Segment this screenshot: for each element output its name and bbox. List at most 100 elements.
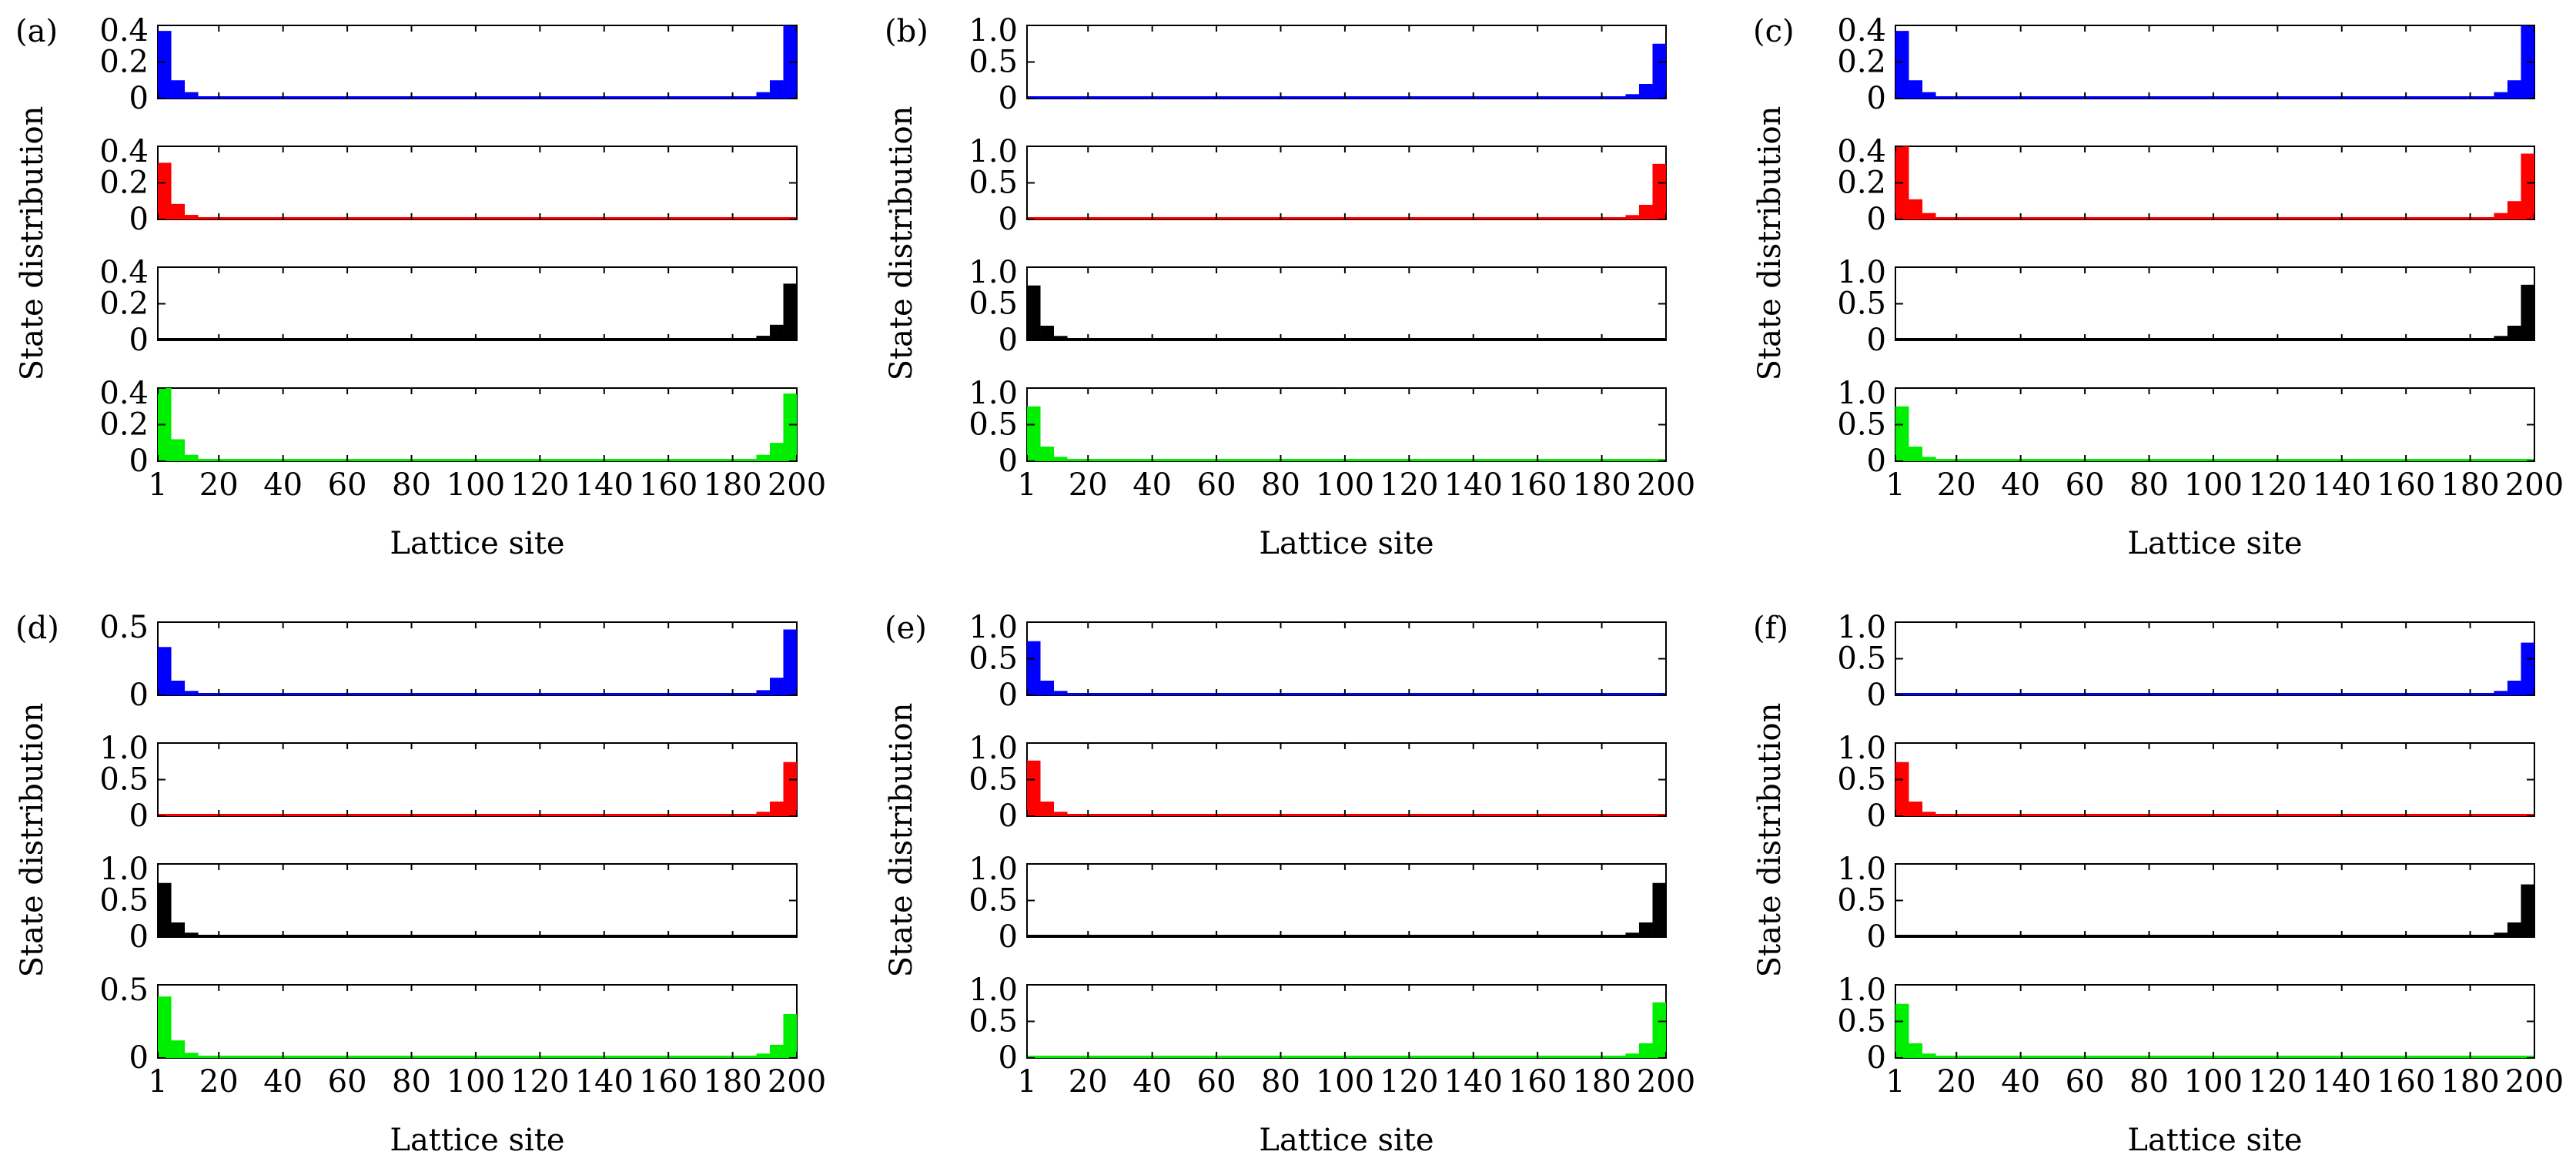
subplot-row4: 00.51.0 (1837, 972, 2535, 1076)
bar-left-row2-3 (185, 215, 199, 219)
x-tick-label: 160 (1508, 1064, 1567, 1100)
y-axis-label: State distribution (1752, 703, 1788, 978)
y-axis-label: State distribution (884, 703, 919, 978)
bar-right-row1-5 (729, 98, 743, 99)
y-tick-label: 0.4 (99, 13, 149, 49)
x-tick-label: 40 (1132, 467, 1172, 503)
bar-right-row3-1 (783, 283, 797, 340)
bar-left-row2-4 (198, 218, 212, 219)
y-tick-label: 0 (129, 919, 149, 955)
bar-right-row3-4 (2480, 936, 2494, 937)
y-tick-label: 1.0 (1837, 610, 1886, 645)
y-tick-label: 1.0 (969, 255, 1018, 290)
y-tick-label: 0.5 (1837, 407, 1886, 443)
x-tick-label: 100 (1316, 467, 1374, 503)
bar-right-row4-4 (742, 1056, 757, 1058)
bar-right-row4-2 (2507, 1057, 2521, 1058)
plot-frame (1026, 742, 1667, 817)
x-tick-label: 160 (1508, 467, 1567, 503)
x-tick-label: 40 (2001, 1064, 2040, 1100)
x-tick-label: 100 (447, 467, 505, 503)
bar-right-row3-1 (2521, 884, 2534, 937)
bar-left-row4-4 (1935, 460, 1950, 461)
x-axis-label: Lattice site (2127, 526, 2302, 561)
bar-left-row4-1 (1895, 406, 1909, 461)
x-axis-label: Lattice site (390, 526, 564, 561)
y-tick-label: 0 (999, 323, 1018, 358)
x-tick-label: 140 (1444, 467, 1503, 503)
y-tick-label: 0.2 (99, 166, 149, 201)
panel-b: (b)State distribution00.51.000.51.000.51… (884, 13, 1695, 561)
y-tick-label: 0.5 (99, 972, 149, 1008)
y-tick-label: 1.0 (969, 852, 1018, 887)
plot-frame (1026, 863, 1667, 938)
y-tick-label: 0 (129, 81, 149, 116)
y-tick-label: 0.4 (99, 376, 149, 411)
bar-right-row4-1 (1652, 1002, 1666, 1058)
panel-e: (e)State distribution00.51.000.51.000.51… (884, 610, 1695, 1158)
y-tick-label: 1.0 (969, 13, 1018, 49)
bar-right-row2-3 (1625, 215, 1639, 219)
panel-label: (a) (15, 14, 58, 49)
x-tick-label: 60 (2066, 467, 2105, 503)
y-tick-label: 0.5 (969, 762, 1018, 798)
y-tick-label: 0 (129, 444, 149, 479)
subplot-row4: 00.5 (99, 972, 798, 1076)
panel-label: (b) (885, 14, 928, 49)
y-tick-label: 0.5 (99, 762, 149, 798)
y-tick-label: 1.0 (969, 731, 1018, 766)
bar-right-row3-3 (2494, 932, 2507, 937)
subplot-row1: 00.51.0 (969, 13, 1667, 116)
bar-left-row1-1 (158, 31, 172, 99)
bar-left-row1-2 (1040, 681, 1055, 695)
bar-left-row3-2 (1040, 936, 1055, 937)
y-tick-label: 1.0 (969, 610, 1018, 645)
y-axis-label: State distribution (1752, 106, 1788, 381)
x-tick-label: 1 (148, 467, 167, 503)
x-tick-label: 180 (1572, 467, 1631, 503)
panel-label: (e) (885, 611, 927, 646)
subplot-row4: 00.51.0 (969, 972, 1667, 1076)
bar-right-row3-3 (1625, 932, 1639, 937)
y-tick-label: 0 (129, 798, 149, 834)
x-tick-label: 1 (1017, 467, 1036, 503)
subplot-row2: 00.20.4 (99, 134, 798, 237)
bar-right-row3-3 (756, 336, 770, 340)
x-tick-label: 1 (1885, 467, 1905, 503)
y-tick-label: 0.4 (99, 134, 149, 169)
subplot-row4: 00.51.0 (969, 376, 1667, 479)
plot-frame (1895, 863, 2535, 938)
bar-right-row3-4 (742, 339, 757, 340)
bar-left-row4-2 (171, 1040, 186, 1058)
x-tick-label: 180 (2441, 467, 2499, 503)
bar-right-row2-1 (1652, 163, 1666, 219)
x-tick-label: 120 (1380, 467, 1438, 503)
plot-frame (1895, 387, 2535, 462)
bar-right-row4-4 (742, 459, 757, 461)
bar-right-row1-3 (1625, 94, 1639, 99)
bar-left-row4-3 (1922, 1053, 1936, 1058)
bar-left-row2-2 (1909, 802, 1923, 816)
x-tick-label: 100 (2184, 467, 2243, 503)
x-tick-label: 80 (392, 467, 431, 503)
panel-label: (f) (1753, 611, 1788, 646)
x-tick-label: 100 (2184, 1064, 2243, 1100)
y-tick-label: 0.4 (99, 255, 149, 290)
bar-left-row2-3 (1922, 213, 1936, 219)
bar-left-row4-3 (1922, 457, 1936, 461)
bar-right-row1-2 (1638, 84, 1653, 99)
y-tick-label: 1.0 (969, 376, 1018, 411)
bar-right-row2-3 (756, 812, 770, 816)
bar-right-row4-1 (783, 1014, 797, 1058)
bar-left-row4-4 (198, 459, 212, 461)
x-tick-label: 60 (2066, 1064, 2105, 1100)
y-axis-label: State distribution (884, 106, 919, 381)
subplot-row4: 00.20.4 (99, 376, 798, 479)
x-tick-label: 140 (575, 1064, 634, 1100)
y-tick-label: 0.5 (969, 286, 1018, 322)
bar-left-row4-2 (1040, 447, 1055, 461)
bar-right-row3-4 (1611, 936, 1626, 937)
x-tick-label: 20 (199, 467, 239, 503)
y-tick-label: 0 (129, 678, 149, 713)
